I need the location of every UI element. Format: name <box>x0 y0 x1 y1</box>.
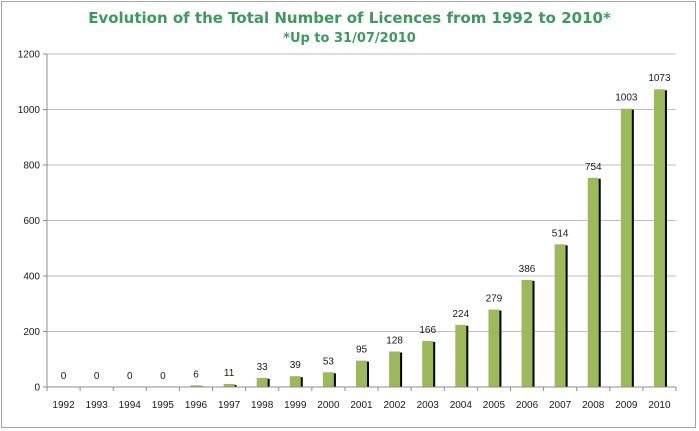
x-tick-label: 2008 <box>582 400 605 411</box>
bars <box>190 89 667 388</box>
data-label: 6 <box>193 369 199 380</box>
x-tick-label: 2002 <box>383 400 406 411</box>
bar <box>223 383 235 387</box>
bar <box>488 309 500 387</box>
data-label: 0 <box>127 371 133 382</box>
data-label: 166 <box>419 325 436 336</box>
data-label: 1003 <box>615 93 638 104</box>
x-tick-label: 1994 <box>119 400 142 411</box>
x-tick-label: 2005 <box>483 400 506 411</box>
x-tick-label: 2003 <box>417 400 440 411</box>
data-label: 53 <box>323 356 335 367</box>
y-tick-label: 1200 <box>18 50 41 61</box>
data-label: 0 <box>160 371 166 382</box>
y-tick-label: 1000 <box>18 105 41 116</box>
data-label: 95 <box>356 345 368 356</box>
data-label: 39 <box>290 360 302 371</box>
x-tick-label: 2006 <box>516 400 539 411</box>
chart-subtitle: *Up to 31/07/2010 <box>283 31 416 46</box>
bar <box>554 244 566 387</box>
x-tick-label: 1999 <box>284 400 307 411</box>
bar <box>653 89 665 388</box>
data-label: 11 <box>224 368 235 379</box>
y-tick-label: 0 <box>34 383 40 394</box>
x-axis: 1992 1993 1994 1995 1996 1997 1998 1999 2000 2001… <box>46 386 677 411</box>
data-label: 279 <box>486 294 503 305</box>
bar <box>356 360 367 387</box>
data-label: 0 <box>61 371 67 382</box>
bar <box>322 372 334 387</box>
y-tick-label: 800 <box>23 161 40 172</box>
bar <box>587 177 599 387</box>
x-tick-label: 2010 <box>648 400 671 411</box>
y-tick-label: 200 <box>23 327 40 338</box>
x-tick-label: 1998 <box>251 400 274 411</box>
data-label: 754 <box>585 162 602 173</box>
chart-title: Evolution of the Total Number of Licence… <box>88 9 611 27</box>
x-tick-label: 2007 <box>549 400 572 411</box>
x-tick-label: 1993 <box>86 400 109 411</box>
y-tick-label: 400 <box>23 272 40 283</box>
y-tick-label: 600 <box>23 216 40 227</box>
x-tick-label: 2009 <box>615 400 638 411</box>
bar <box>289 376 301 387</box>
x-tick-label: 1992 <box>52 400 75 411</box>
x-tick-label: 1995 <box>152 400 175 411</box>
data-label: 224 <box>452 309 469 320</box>
bar <box>455 324 467 387</box>
data-labels: 0 0 0 0 6 11 33 39 53 95 128 166 224 279 386 514 754 1003… <box>61 73 671 382</box>
data-label: 33 <box>257 362 269 373</box>
y-axis: 0 200 400 600 800 1000 1200 <box>18 50 48 394</box>
bar <box>190 385 202 387</box>
data-label: 386 <box>519 264 536 275</box>
x-tick-label: 1997 <box>218 400 241 411</box>
bar <box>620 108 632 387</box>
bar <box>521 279 533 387</box>
x-tick-label: 2000 <box>317 400 340 411</box>
data-label: 1073 <box>648 73 671 84</box>
data-label: 0 <box>94 371 100 382</box>
data-label: 128 <box>386 335 403 346</box>
grid-lines <box>47 53 676 388</box>
bar <box>256 377 268 387</box>
data-label: 514 <box>552 228 569 239</box>
bar <box>422 340 434 387</box>
x-tick-label: 1996 <box>185 400 208 411</box>
x-tick-label: 2004 <box>450 400 473 411</box>
x-tick-label: 2001 <box>350 400 373 411</box>
bar <box>389 351 401 387</box>
